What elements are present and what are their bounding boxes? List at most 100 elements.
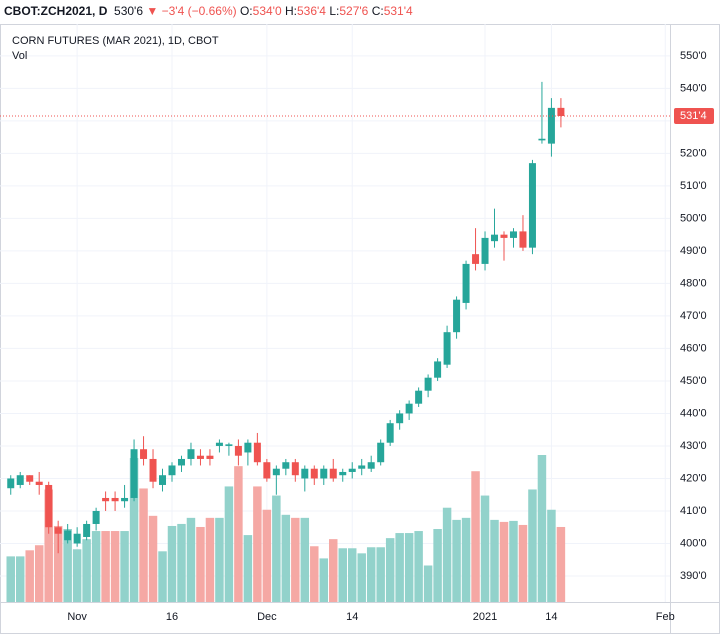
volume-bar xyxy=(442,507,452,602)
y-tick-label: 440'0 xyxy=(680,407,707,419)
candle-body xyxy=(102,497,110,502)
change: −3'4 (−0.66%) xyxy=(161,4,237,18)
symbol: CBOT:ZCH2021, D xyxy=(4,4,108,18)
candle-body xyxy=(358,465,366,469)
candle-body xyxy=(140,449,148,459)
candle-body xyxy=(509,231,517,238)
volume-bar xyxy=(395,533,404,602)
volume-bar xyxy=(347,548,357,602)
volume-bar xyxy=(25,550,34,602)
chart-title: CORN FUTURES (MAR 2021), 1D, CBOT xyxy=(12,35,219,47)
candle-body xyxy=(253,442,261,463)
x-tick-label: 16 xyxy=(166,611,178,623)
candle-body xyxy=(177,458,185,466)
volume-bar xyxy=(262,509,272,602)
volume-bar xyxy=(537,455,547,602)
volume-bar xyxy=(234,466,243,602)
volume-bar xyxy=(366,547,376,602)
l-label: L: xyxy=(329,4,340,18)
volume-bar xyxy=(158,551,167,602)
candle-body xyxy=(310,468,318,479)
y-tick-label: 420'0 xyxy=(680,472,707,484)
arrow: ▼ xyxy=(146,4,159,18)
candle-body xyxy=(301,468,309,479)
candle-body xyxy=(54,527,62,534)
volume-bar xyxy=(44,489,53,602)
volume-bar xyxy=(490,519,499,602)
volume-bar xyxy=(528,489,537,602)
l-value: 527'6 xyxy=(339,4,369,18)
last-price-box xyxy=(674,107,714,124)
candle-body xyxy=(500,234,508,238)
candle-body xyxy=(329,468,337,479)
y-tick-label: 510'0 xyxy=(680,180,707,192)
candle-body xyxy=(462,263,470,303)
volume-label: Vol xyxy=(12,50,27,62)
candle-body xyxy=(386,423,394,443)
x-tick-label: 2021 xyxy=(473,611,497,623)
candle-body xyxy=(282,462,290,469)
volume-bar xyxy=(385,538,395,602)
volume-bar xyxy=(291,517,300,602)
candle-body xyxy=(377,442,385,463)
x-tick-label: 14 xyxy=(545,611,557,623)
x-tick-label: Feb xyxy=(656,611,675,623)
volume-bar xyxy=(120,531,129,602)
candle-body xyxy=(272,468,280,476)
volume-bar xyxy=(63,529,72,602)
volume-bar xyxy=(433,529,442,602)
candle-body xyxy=(244,442,252,453)
candle-body xyxy=(453,299,461,333)
candle-body xyxy=(424,377,432,391)
candle-body xyxy=(26,475,34,482)
candle-body xyxy=(64,530,72,541)
y-tick-label: 400'0 xyxy=(680,537,707,549)
volume-bar xyxy=(53,525,63,602)
y-tick-label: 430'0 xyxy=(680,440,707,452)
candle-body xyxy=(73,533,81,544)
candle-body xyxy=(187,449,195,459)
volume-bar xyxy=(82,539,91,602)
volume-bar xyxy=(319,558,329,602)
volume-bar xyxy=(243,535,253,602)
candle-body xyxy=(159,475,167,485)
volume-bar xyxy=(310,546,319,602)
candle-body xyxy=(196,455,204,459)
volume-bar xyxy=(461,517,471,602)
candle-body xyxy=(348,468,356,472)
volume-bar xyxy=(509,520,518,602)
c-label: C: xyxy=(371,4,384,18)
candle-body xyxy=(538,138,546,141)
y-tick-label: 480'0 xyxy=(680,277,707,289)
h-label: H: xyxy=(284,4,297,18)
volume-bar xyxy=(110,531,120,602)
candle-body xyxy=(547,107,555,144)
candle-body xyxy=(491,234,499,242)
y-tick-label: 490'0 xyxy=(680,245,707,257)
volume-bar xyxy=(91,531,101,602)
x-tick-label: Nov xyxy=(67,611,87,623)
y-tick-label: 410'0 xyxy=(680,505,707,517)
candle-body xyxy=(225,444,233,446)
y-tick-label: 500'0 xyxy=(680,212,707,224)
candle-body xyxy=(339,471,347,476)
x-tick-label: 14 xyxy=(346,611,358,623)
candle-body xyxy=(434,361,442,378)
volume-bar xyxy=(556,526,566,602)
candle-body xyxy=(519,231,527,248)
last: 530'6 xyxy=(114,4,144,18)
volume-bar xyxy=(224,486,234,602)
candle-body xyxy=(206,455,214,459)
volume-bar xyxy=(499,521,509,602)
volume-bar xyxy=(300,517,310,602)
volume-bar xyxy=(6,556,15,602)
candle-body xyxy=(415,390,423,404)
volume-bar xyxy=(177,523,186,602)
y-tick-label: 550'0 xyxy=(680,50,707,62)
volume-bar xyxy=(139,488,148,602)
candle-body xyxy=(92,510,100,524)
candle-body xyxy=(83,523,91,537)
h-value: 536'4 xyxy=(296,4,326,18)
volume-bar xyxy=(34,545,44,602)
